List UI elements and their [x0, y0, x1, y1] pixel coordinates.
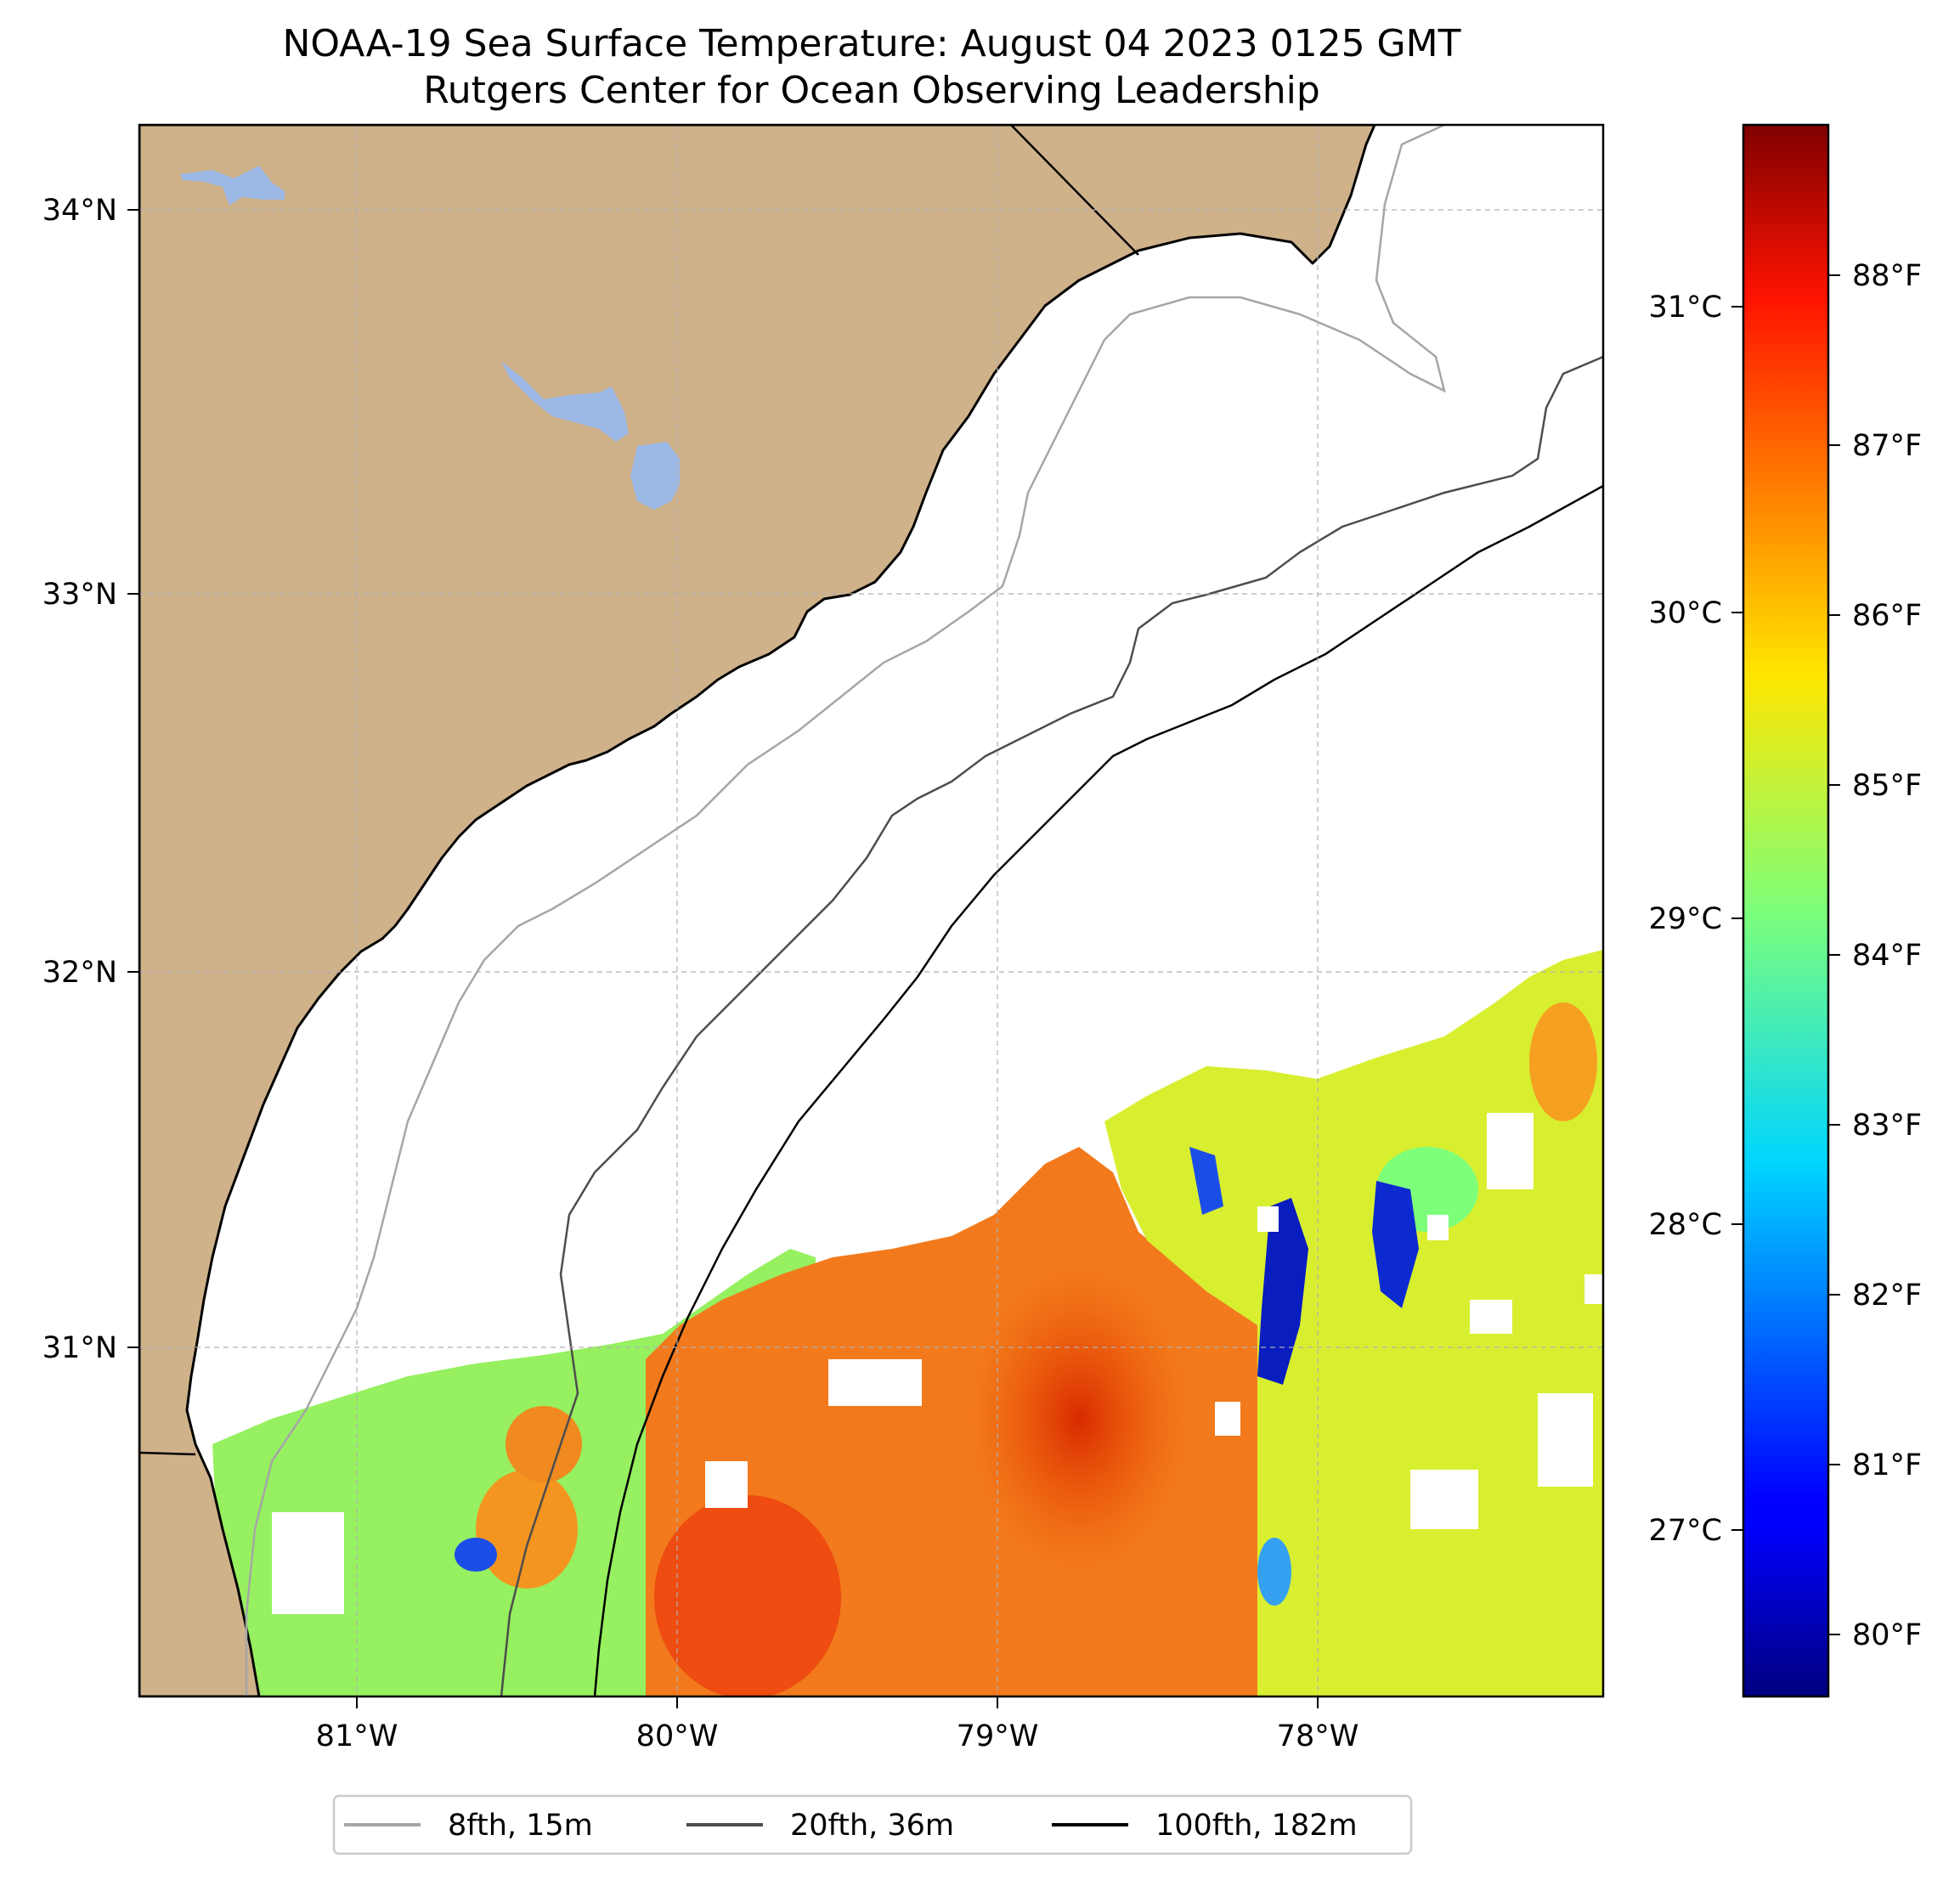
lon-axis: 81°W 80°W 79°W 78°W — [316, 1697, 1359, 1753]
lat-tick-label: 32°N — [42, 956, 117, 990]
colorbar-celsius-label: 30°C — [1649, 596, 1722, 630]
sst-warm-patch — [506, 1406, 582, 1482]
sst-cold-patch — [1257, 1538, 1291, 1606]
sst-hot-core — [969, 1266, 1189, 1572]
state-border — [139, 1451, 196, 1456]
cloud-gap — [1427, 1215, 1449, 1240]
colorbar-celsius-label: 29°C — [1649, 902, 1722, 936]
lat-tick-label: 33°N — [42, 578, 117, 612]
colorbar-fahrenheit-label: 80°F — [1852, 1618, 1922, 1652]
colorbar-celsius-label: 31°C — [1649, 291, 1722, 325]
sst-warm-patch — [1529, 1002, 1597, 1121]
colorbar-fahrenheit-label: 81°F — [1852, 1448, 1922, 1482]
colorbar-fahrenheit-label: 84°F — [1852, 939, 1922, 973]
colorbar — [1742, 123, 1830, 1698]
lat-tick-label: 31°N — [42, 1331, 117, 1365]
colorbar-fahrenheit-label: 82°F — [1852, 1279, 1922, 1313]
cloud-gap — [1257, 1206, 1279, 1232]
colorbar-fahrenheit-label: 85°F — [1852, 769, 1922, 803]
colorbar-fahrenheit-label: 88°F — [1852, 259, 1922, 293]
lat-axis: 34°N 33°N 32°N 31°N — [42, 194, 139, 1365]
land-mainland — [139, 125, 1376, 1697]
isobath-20fth — [500, 355, 1603, 1697]
cloud-gap — [1584, 1274, 1603, 1304]
map-frame — [138, 123, 1605, 1698]
cloud-gap — [1410, 1470, 1478, 1529]
legend-label-20fth: 20fth, 36m — [790, 1809, 954, 1843]
sst-cold-filament — [1257, 1198, 1308, 1385]
cloud-gap — [1215, 1402, 1240, 1436]
cloud-gap — [1470, 1300, 1512, 1334]
sst-field-east — [1104, 950, 1603, 1697]
colorbar-celsius-label: 27°C — [1649, 1514, 1722, 1548]
sst-cold-filament — [1372, 1181, 1419, 1308]
cloud-gap — [272, 1512, 344, 1614]
colorbar-fahrenheit-label: 86°F — [1852, 599, 1922, 633]
sst-cold-patch — [455, 1538, 497, 1572]
colorbar-fahrenheit-axis: 88°F 87°F 86°F 85°F 84°F 83°F 82°F 81°F … — [1828, 259, 1922, 1652]
cloud-gap — [1487, 1113, 1534, 1189]
lon-tick-label: 79°W — [957, 1719, 1039, 1753]
isobath-100fth — [593, 484, 1603, 1697]
sst-warm-patch — [476, 1470, 578, 1589]
sst-hot-patch — [654, 1495, 841, 1697]
cloud-gap — [705, 1461, 748, 1508]
lake-moultrie — [501, 361, 629, 442]
colorbar-celsius-axis: 31°C 30°C 29°C 28°C 27°C — [1649, 291, 1743, 1548]
colorbar-fahrenheit-label: 83°F — [1852, 1109, 1922, 1143]
sst-data-field — [212, 950, 1603, 1697]
chart-subtitle: Rutgers Center for Ocean Observing Leade… — [423, 69, 1320, 112]
legend: 8fth, 15m 20fth, 36m 100fth, 182m — [332, 1794, 1413, 1855]
legend-box — [332, 1794, 1413, 1855]
lake-small — [630, 442, 680, 510]
lon-tick-label: 81°W — [316, 1719, 398, 1753]
sst-cold-filament — [1189, 1147, 1223, 1215]
isobath-8fth — [245, 125, 1446, 1697]
chart-title: NOAA-19 Sea Surface Temperature: August … — [283, 22, 1461, 65]
colorbar-celsius-label: 28°C — [1649, 1208, 1722, 1242]
lake-marion — [180, 166, 285, 206]
lat-tick-label: 34°N — [42, 194, 117, 228]
lon-tick-label: 80°W — [636, 1719, 719, 1753]
gridlines — [139, 125, 1603, 1697]
legend-label-100fth: 100fth, 182m — [1155, 1809, 1358, 1843]
cloud-gap — [828, 1359, 922, 1406]
legend-label-8fth: 8fth, 15m — [448, 1809, 593, 1843]
lon-tick-label: 78°W — [1277, 1719, 1359, 1753]
cloud-gap — [1538, 1393, 1593, 1487]
colorbar-fahrenheit-label: 87°F — [1852, 429, 1922, 463]
state-border — [1010, 125, 1139, 256]
map-area — [139, 125, 1603, 1697]
